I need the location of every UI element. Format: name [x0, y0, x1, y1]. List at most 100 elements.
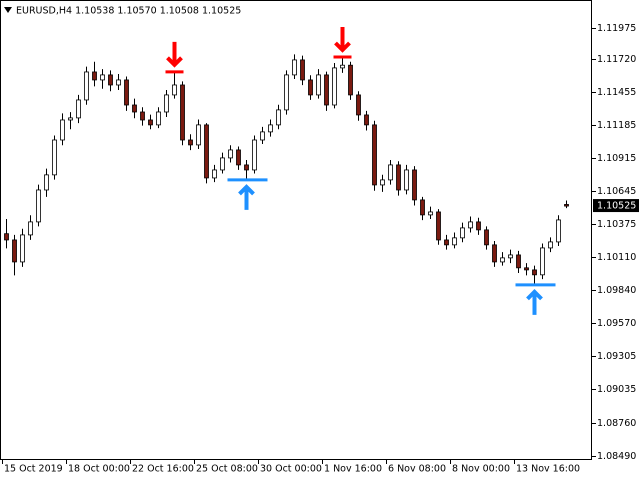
candle-body: [388, 164, 393, 181]
candle-body: [220, 157, 225, 171]
candle-body: [548, 241, 553, 249]
x-tick-label: 22 Oct 16:00: [132, 464, 194, 475]
candle-body: [140, 111, 145, 121]
y-tick-label: 1.11185: [597, 120, 636, 131]
candle-body: [340, 64, 345, 69]
candle-body: [4, 233, 9, 241]
candle-body: [276, 109, 281, 126]
candle-body: [364, 114, 369, 126]
candle-body: [236, 149, 241, 166]
candle-body: [20, 234, 25, 263]
candle-body: [268, 124, 273, 133]
candle-body: [420, 199, 425, 216]
candle-body: [68, 117, 73, 121]
x-tick-label: 30 Oct 00:00: [260, 464, 322, 475]
candle-body: [60, 119, 65, 141]
candle-body: [212, 169, 217, 179]
y-tick-label: 1.10915: [597, 153, 636, 164]
signal-arrow: [526, 289, 543, 315]
candle-body: [260, 131, 265, 141]
candle-body: [244, 164, 249, 171]
candle-body: [316, 74, 321, 96]
candle-body: [12, 239, 17, 263]
x-tick-label: 13 Nov 16:00: [516, 464, 580, 475]
candle-body: [164, 94, 169, 113]
candle-body: [108, 74, 113, 86]
candle-body: [252, 139, 257, 171]
candle-body: [148, 119, 153, 126]
candle-body: [540, 247, 545, 276]
x-tick-label: 15 Oct 2019: [4, 464, 63, 475]
x-tick-label: 1 Nov 16:00: [324, 464, 382, 475]
candle-body: [532, 269, 537, 276]
candle-body: [292, 59, 297, 76]
candle-body: [348, 64, 353, 96]
candle-body: [460, 227, 465, 239]
candle-body: [204, 124, 209, 179]
symbol-menu-icon[interactable]: [4, 7, 12, 13]
candle-body: [300, 59, 305, 81]
candle-body: [356, 94, 361, 116]
candle-body: [156, 111, 161, 126]
candle-body: [284, 74, 289, 111]
y-tick-label: 1.09570: [597, 318, 636, 329]
candle-body: [372, 124, 377, 186]
candle-body: [524, 267, 529, 271]
y-tick-label: 1.10375: [597, 219, 636, 230]
candle-body: [84, 71, 89, 101]
candle-body: [476, 221, 481, 231]
candle-body: [492, 244, 497, 263]
candle-body: [556, 219, 561, 243]
last-price-box: [593, 199, 639, 213]
candle-body: [324, 74, 329, 106]
x-tick-label: 25 Oct 08:00: [196, 464, 258, 475]
candle-body: [436, 211, 441, 241]
candle-body: [188, 139, 193, 146]
candle-body: [36, 189, 41, 223]
chart-title: EURUSD,H4 1.10538 1.10570 1.10508 1.1052…: [16, 6, 241, 17]
y-tick-label: 1.10645: [597, 186, 636, 197]
candle-body: [404, 169, 409, 191]
candle-body: [124, 79, 129, 106]
candle-body: [468, 221, 473, 229]
y-tick-label: 1.11720: [597, 54, 636, 65]
candle-body: [500, 257, 505, 263]
candle-body: [396, 164, 401, 191]
y-tick-label: 1.09305: [597, 351, 636, 362]
y-tick-label: 1.08490: [597, 451, 636, 462]
candle-body: [452, 237, 457, 246]
candle-body: [484, 229, 489, 246]
candle-body: [228, 149, 233, 159]
x-tick-label: 8 Nov 00:00: [452, 464, 510, 475]
y-tick-label: 1.08760: [597, 418, 636, 429]
signal-arrow: [334, 26, 351, 53]
candle-body: [180, 84, 185, 141]
candle-body: [308, 79, 313, 96]
candle-body: [444, 239, 449, 246]
x-tick-label: 6 Nov 08:00: [388, 464, 446, 475]
candle-body: [412, 169, 417, 201]
last-price-label: 1.10525: [597, 201, 636, 212]
candle-body: [508, 254, 513, 259]
candle-body: [44, 174, 49, 191]
candle-body: [100, 74, 105, 81]
y-tick-label: 1.11455: [597, 87, 636, 98]
candle-body: [196, 124, 201, 146]
y-tick-label: 1.09035: [597, 384, 636, 395]
x-tick-label: 18 Oct 00:00: [68, 464, 130, 475]
candle-body: [380, 179, 385, 186]
signal-arrow: [238, 184, 255, 210]
y-tick-label: 1.11975: [597, 23, 636, 34]
candle-body: [132, 104, 137, 113]
y-tick-label: 1.09840: [597, 285, 636, 296]
signal-arrow: [166, 41, 183, 68]
y-tick-label: 1.10110: [597, 252, 636, 263]
candle-body: [516, 254, 521, 269]
candle-body: [332, 67, 337, 106]
candle-body: [172, 84, 177, 96]
candle-body: [116, 79, 121, 86]
candle-body: [92, 71, 97, 81]
candle-body: [428, 211, 433, 216]
candle-body: [564, 204, 569, 207]
